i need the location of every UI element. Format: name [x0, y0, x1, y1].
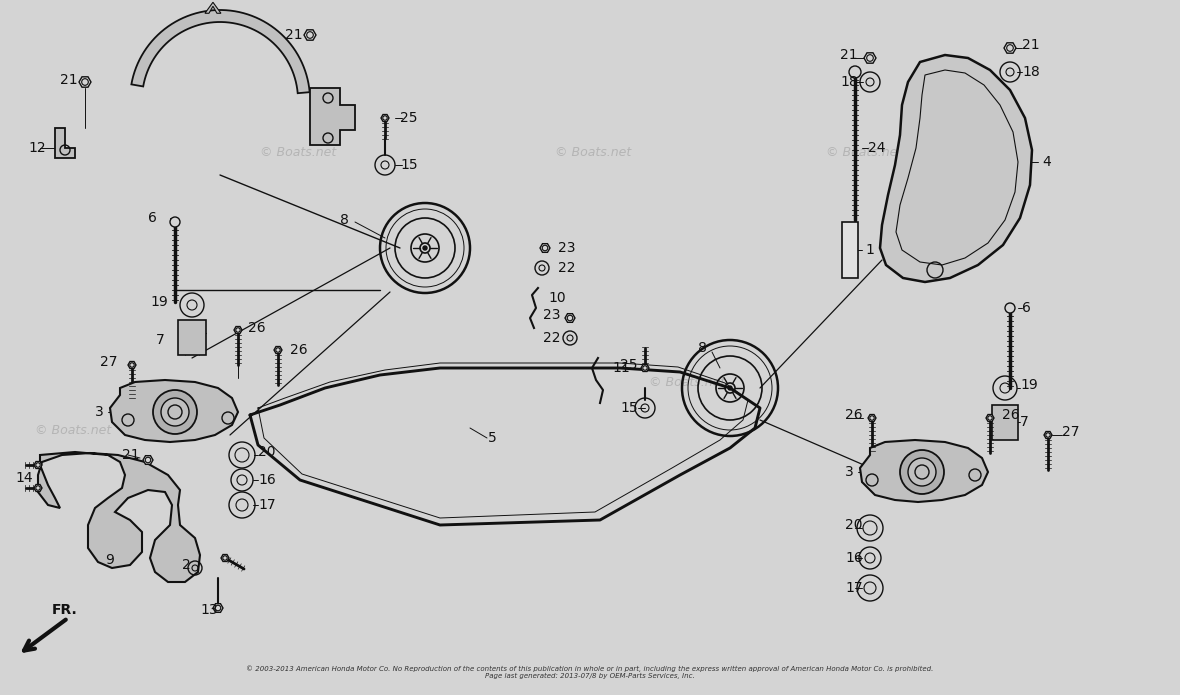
Polygon shape: [127, 361, 136, 368]
Polygon shape: [381, 115, 389, 122]
Circle shape: [170, 217, 181, 227]
Text: 27: 27: [100, 355, 118, 369]
Text: 26: 26: [845, 408, 863, 422]
Text: FR.: FR.: [52, 603, 78, 617]
Circle shape: [422, 246, 427, 250]
Polygon shape: [864, 53, 876, 63]
Text: 3: 3: [96, 405, 104, 419]
Text: 20: 20: [845, 518, 863, 532]
Polygon shape: [178, 320, 206, 355]
Polygon shape: [310, 88, 355, 145]
Text: 15: 15: [620, 401, 637, 415]
Polygon shape: [304, 30, 316, 40]
Text: 4: 4: [1042, 155, 1050, 169]
Text: © Boats.net: © Boats.net: [35, 425, 112, 437]
Text: 20: 20: [258, 445, 275, 459]
Polygon shape: [131, 10, 309, 93]
Polygon shape: [868, 414, 876, 421]
Text: 1: 1: [865, 243, 874, 257]
Text: 15: 15: [400, 158, 418, 172]
Circle shape: [848, 66, 861, 78]
Text: 19: 19: [1020, 378, 1037, 392]
Polygon shape: [38, 452, 199, 582]
Text: 10: 10: [548, 291, 565, 305]
Text: 25: 25: [620, 358, 637, 372]
Text: 5: 5: [489, 431, 497, 445]
Circle shape: [153, 390, 197, 434]
Text: 2: 2: [182, 558, 191, 572]
Circle shape: [900, 450, 944, 494]
Text: 19: 19: [150, 295, 168, 309]
Text: 7: 7: [1020, 415, 1029, 429]
Text: © Boats.net: © Boats.net: [826, 147, 903, 159]
Text: © 2003-2013 American Honda Motor Co. No Reproduction of the contents of this pub: © 2003-2013 American Honda Motor Co. No …: [247, 665, 933, 679]
Text: 9: 9: [105, 553, 114, 567]
Text: 8: 8: [340, 213, 349, 227]
Circle shape: [160, 398, 189, 426]
Circle shape: [907, 458, 936, 486]
Text: 24: 24: [868, 141, 885, 155]
Text: 16: 16: [258, 473, 276, 487]
Text: 26: 26: [290, 343, 308, 357]
Text: 21: 21: [286, 28, 302, 42]
Text: 21: 21: [1022, 38, 1040, 52]
Polygon shape: [79, 77, 91, 87]
Polygon shape: [214, 604, 223, 612]
Polygon shape: [34, 461, 42, 468]
Polygon shape: [540, 244, 550, 252]
Text: 17: 17: [258, 498, 276, 512]
Text: 21: 21: [122, 448, 139, 462]
Text: 6: 6: [1022, 301, 1031, 315]
Text: 23: 23: [543, 308, 560, 322]
Polygon shape: [234, 327, 242, 334]
Polygon shape: [143, 456, 153, 464]
Text: © Boats.net: © Boats.net: [555, 147, 631, 159]
Text: 21: 21: [60, 73, 78, 87]
Text: © Boats.net: © Boats.net: [260, 147, 336, 159]
Polygon shape: [110, 380, 238, 442]
Polygon shape: [641, 365, 649, 371]
Text: 22: 22: [558, 261, 576, 275]
Text: 8: 8: [699, 341, 707, 355]
Text: 27: 27: [1062, 425, 1080, 439]
Polygon shape: [205, 2, 221, 13]
Polygon shape: [1044, 432, 1053, 439]
Polygon shape: [34, 484, 42, 491]
Text: 26: 26: [1002, 408, 1020, 422]
Text: 21: 21: [840, 48, 858, 62]
Text: 11: 11: [612, 361, 630, 375]
Text: 17: 17: [845, 581, 863, 595]
Polygon shape: [565, 313, 575, 322]
Polygon shape: [860, 440, 988, 502]
Polygon shape: [880, 55, 1032, 282]
Text: 16: 16: [845, 551, 863, 565]
Circle shape: [728, 386, 732, 390]
Text: 7: 7: [156, 333, 165, 347]
Polygon shape: [1004, 43, 1016, 54]
Text: 12: 12: [28, 141, 46, 155]
Text: 6: 6: [148, 211, 157, 225]
Polygon shape: [986, 414, 994, 421]
Text: 22: 22: [543, 331, 560, 345]
Text: © Boats.net: © Boats.net: [649, 376, 726, 389]
Text: 13: 13: [199, 603, 217, 617]
Text: 26: 26: [248, 321, 266, 335]
Polygon shape: [55, 128, 76, 158]
Polygon shape: [843, 222, 858, 278]
Text: 23: 23: [558, 241, 576, 255]
Polygon shape: [221, 555, 229, 562]
Text: 18: 18: [840, 75, 858, 89]
Text: 3: 3: [845, 465, 854, 479]
Text: 25: 25: [400, 111, 418, 125]
Polygon shape: [274, 347, 282, 354]
Circle shape: [1005, 303, 1015, 313]
Text: 18: 18: [1022, 65, 1040, 79]
Polygon shape: [992, 405, 1018, 440]
Text: 14: 14: [15, 471, 33, 485]
